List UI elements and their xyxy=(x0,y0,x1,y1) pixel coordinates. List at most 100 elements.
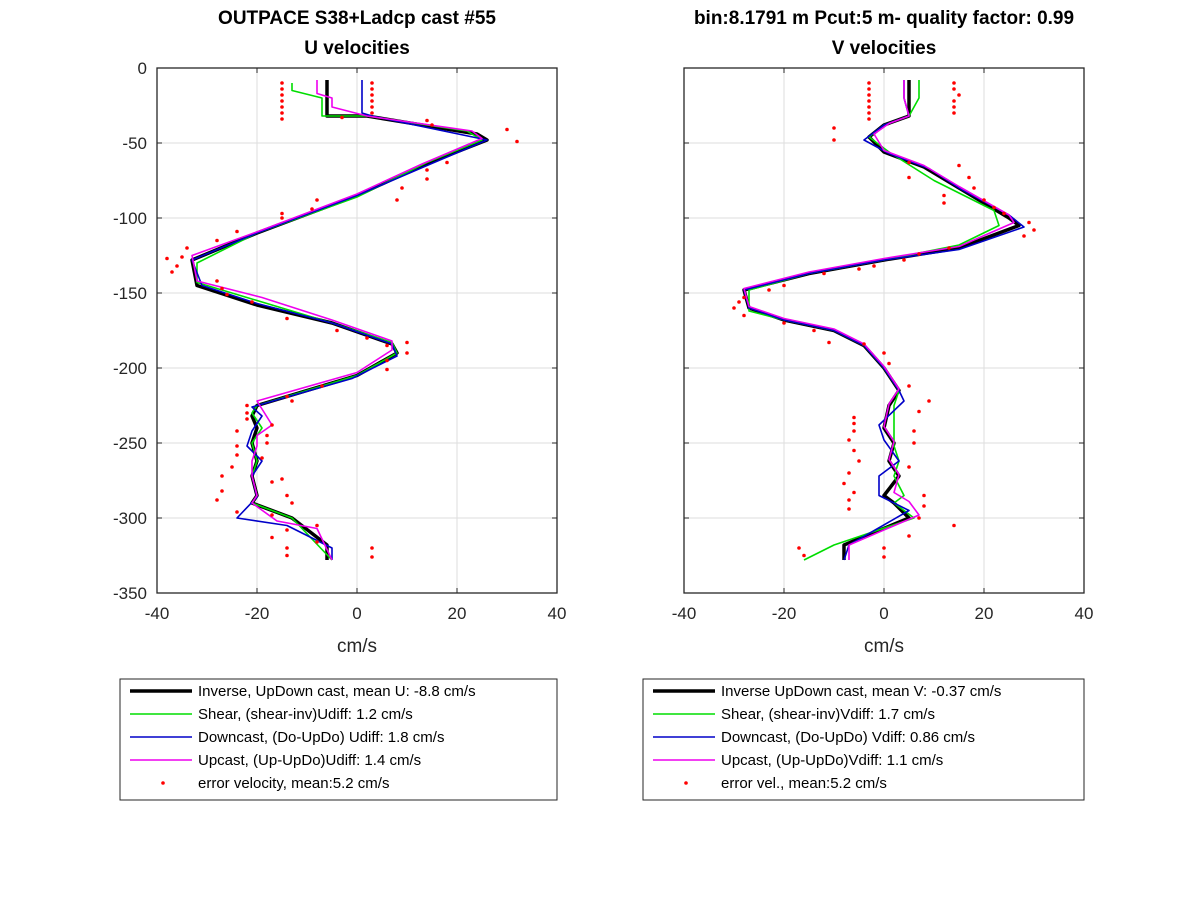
u-error-point xyxy=(430,123,434,127)
v-legend-label-4: error vel., mean:5.2 cm/s xyxy=(721,775,887,792)
u-velocity-panel: OUTPACE S38+Ladcp cast #55 U velocities … xyxy=(113,8,566,657)
v-error-point xyxy=(852,429,856,433)
v-error-point xyxy=(887,361,891,366)
v-xtick-label: -20 xyxy=(772,604,797,623)
u-xtick-label: 20 xyxy=(448,604,467,623)
v-legend-marker xyxy=(684,781,688,785)
v-error-point xyxy=(742,295,746,300)
v-legend-box xyxy=(642,678,1085,801)
v-legend-label-0: Inverse UpDown cast, mean V: -0.37 cm/s xyxy=(721,683,1001,700)
v-error-point xyxy=(907,384,911,388)
u-legend-box xyxy=(119,678,558,801)
u-error-point xyxy=(425,177,429,181)
v-error-point xyxy=(802,553,806,558)
u-title-line1: OUTPACE S38+Ladcp cast #55 xyxy=(218,8,496,29)
u-error-point xyxy=(340,115,344,120)
u-error-point xyxy=(270,535,274,540)
u-error-point xyxy=(290,501,294,505)
u-error-point xyxy=(235,453,239,457)
u-ytick-label: -350 xyxy=(113,584,147,603)
v-error-point xyxy=(832,126,836,130)
v-title-line2: V velocities xyxy=(832,38,937,59)
v-error-point xyxy=(832,138,836,142)
v-error-point xyxy=(907,465,911,469)
u-error-point xyxy=(215,238,219,243)
u-error-point xyxy=(230,465,234,469)
u-error-point xyxy=(280,81,284,85)
u-error-point xyxy=(285,546,289,550)
u-error-point xyxy=(405,340,409,345)
u-error-point xyxy=(280,105,284,109)
u-error-point xyxy=(235,444,239,448)
v-error-point xyxy=(847,471,851,475)
u-error-point xyxy=(280,87,284,91)
v-error-point xyxy=(992,205,996,210)
u-error-point xyxy=(245,411,249,415)
u-error-point xyxy=(445,160,449,165)
u-legend-label-2: Downcast, (Do-UpDo) Udiff: 1.8 cm/s xyxy=(198,729,444,746)
v-xtick-label: 20 xyxy=(975,604,994,623)
u-error-point xyxy=(280,111,284,115)
u-ytick-label: -200 xyxy=(113,359,147,378)
u-legend-label-1: Shear, (shear-inv)Udiff: 1.2 cm/s xyxy=(198,706,413,723)
u-error-point xyxy=(270,513,274,517)
v-error-point xyxy=(952,105,956,109)
u-error-point xyxy=(515,139,519,144)
u-xtick-label: 0 xyxy=(352,604,361,623)
v-error-point xyxy=(852,448,856,453)
u-error-point xyxy=(285,553,289,558)
v-error-point xyxy=(912,429,916,433)
u-error-point xyxy=(385,343,389,348)
v-series-line-2 xyxy=(743,80,1025,561)
v-error-point xyxy=(882,546,886,550)
u-error-point xyxy=(220,489,224,493)
v-error-point xyxy=(852,490,856,495)
u-error-point xyxy=(365,336,369,340)
v-axis-ticks: -40 -20 0 20 40 xyxy=(672,67,1093,623)
u-error-point xyxy=(175,264,179,268)
u-error-point xyxy=(235,429,239,433)
v-error-point xyxy=(917,409,921,414)
u-error-point xyxy=(185,246,189,250)
u-error-point xyxy=(370,546,374,550)
u-plot-data xyxy=(165,80,519,561)
u-error-point xyxy=(180,255,184,259)
u-error-point xyxy=(315,198,319,202)
v-error-point xyxy=(927,399,931,403)
v-error-point xyxy=(942,201,946,205)
v-error-point xyxy=(867,81,871,85)
u-ytick-label: -250 xyxy=(113,434,147,453)
v-title-line1: bin:8.1791 m Pcut:5 m- quality factor: 0… xyxy=(694,8,1074,29)
u-error-point xyxy=(425,168,429,172)
u-axis-ticks: -40 -20 0 20 400-50-100-150-200-250-300-350 xyxy=(113,59,566,623)
v-error-point xyxy=(862,342,866,346)
v-error-point xyxy=(952,523,956,528)
u-error-point xyxy=(370,81,374,85)
u-error-point xyxy=(385,367,389,372)
v-error-point xyxy=(822,271,826,276)
v-error-point xyxy=(1027,220,1031,225)
u-error-point xyxy=(235,229,239,234)
v-error-point xyxy=(922,504,926,508)
u-ytick-label: -100 xyxy=(113,209,147,228)
v-plot-data xyxy=(732,80,1036,561)
v-error-point xyxy=(967,175,971,180)
v-error-point xyxy=(907,534,911,538)
u-ytick-label: -300 xyxy=(113,509,147,528)
v-error-point xyxy=(852,415,856,420)
u-xtick-label: 40 xyxy=(548,604,567,623)
v-error-point xyxy=(857,459,861,463)
u-error-point xyxy=(405,351,409,355)
u-ytick-label: -50 xyxy=(122,134,147,153)
u-error-point xyxy=(280,93,284,97)
u-error-point xyxy=(215,498,219,502)
v-legend-label-3: Upcast, (Up-UpDo)Vdiff: 1.1 cm/s xyxy=(721,752,943,769)
v-error-point xyxy=(847,438,851,442)
v-error-point xyxy=(1022,234,1026,238)
v-error-point xyxy=(847,498,851,502)
v-error-point xyxy=(912,441,916,445)
u-error-point xyxy=(280,211,284,216)
u-error-point xyxy=(370,111,374,115)
